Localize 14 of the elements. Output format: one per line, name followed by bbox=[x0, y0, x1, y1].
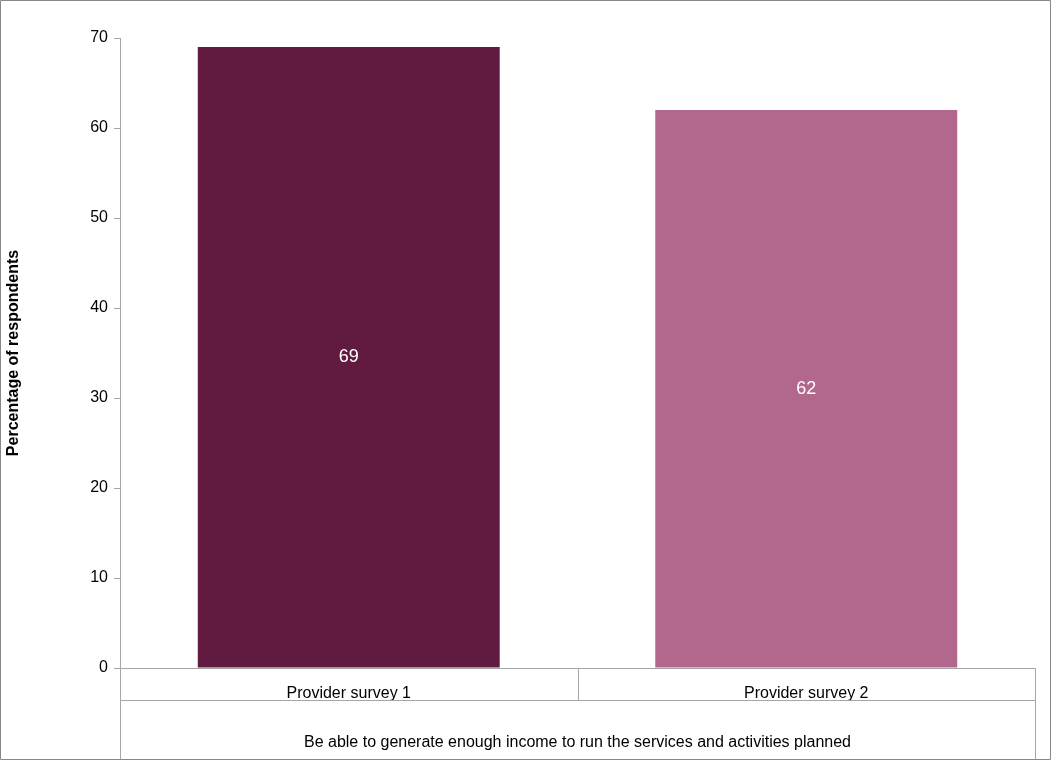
y-tick-label: 50 bbox=[90, 208, 109, 226]
y-tick-label: 60 bbox=[90, 118, 109, 136]
y-tick-label: 20 bbox=[90, 478, 109, 496]
y-axis-title: Percentage of respondents bbox=[4, 249, 22, 457]
x-axis-title: Be able to generate enough income to run the services and activities planned bbox=[303, 732, 852, 750]
data-label: 69 bbox=[338, 346, 359, 367]
y-tick-label: 10 bbox=[90, 568, 109, 586]
y-tick-label: 0 bbox=[99, 658, 109, 676]
y-tick-label: 30 bbox=[90, 388, 109, 406]
x-tick-label: Provider survey 2 bbox=[744, 684, 869, 702]
y-tick-label: 70 bbox=[90, 28, 109, 46]
y-tick-label: 40 bbox=[90, 298, 109, 316]
data-label: 62 bbox=[796, 377, 817, 398]
x-tick-label: Provider survey 1 bbox=[286, 684, 412, 702]
